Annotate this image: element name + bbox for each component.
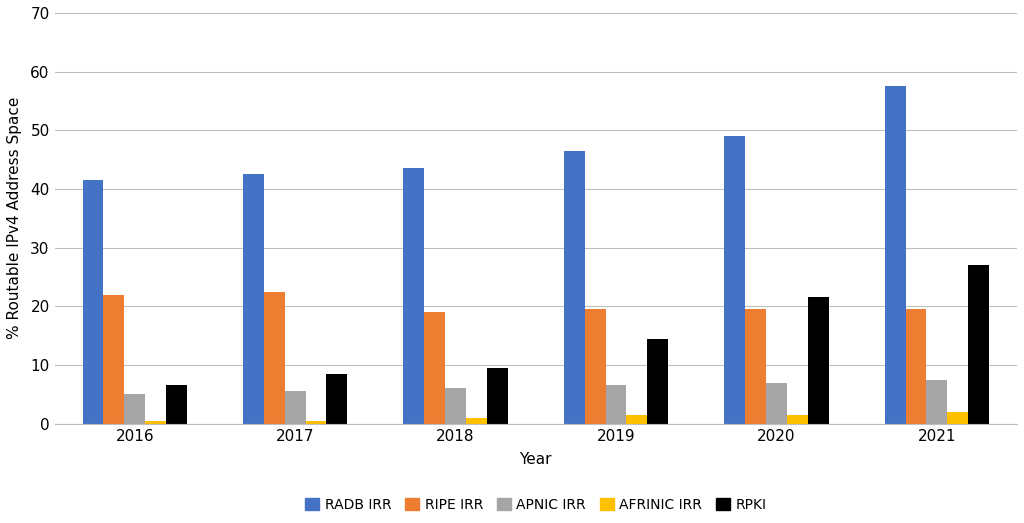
Y-axis label: % Routable IPv4 Address Space: % Routable IPv4 Address Space (7, 97, 22, 339)
Bar (445, 389, 466, 424)
Bar (264, 292, 285, 424)
Bar (124, 394, 145, 424)
Legend: RADB IRR, RIPE IRR, APNIC IRR, AFRINIC IRR, RPKI: RADB IRR, RIPE IRR, APNIC IRR, AFRINIC I… (300, 492, 772, 517)
X-axis label: Year: Year (519, 452, 552, 468)
Bar (564, 151, 585, 424)
Bar (585, 309, 605, 424)
Bar (647, 338, 668, 424)
Bar (905, 309, 927, 424)
Bar (724, 136, 745, 424)
Bar (424, 312, 445, 424)
Bar (466, 418, 486, 424)
Bar (243, 174, 264, 424)
Bar (605, 385, 627, 424)
Bar (885, 86, 905, 424)
Bar (745, 309, 766, 424)
Bar (305, 420, 327, 424)
Bar (627, 415, 647, 424)
Bar (947, 412, 968, 424)
Bar (145, 420, 166, 424)
Bar (786, 415, 808, 424)
Bar (327, 374, 347, 424)
Bar (285, 391, 305, 424)
Bar (103, 294, 124, 424)
Bar (403, 168, 424, 424)
Bar (968, 265, 989, 424)
Bar (927, 380, 947, 424)
Bar (766, 382, 786, 424)
Bar (808, 298, 828, 424)
Bar (166, 385, 186, 424)
Bar (486, 368, 508, 424)
Bar (83, 180, 103, 424)
